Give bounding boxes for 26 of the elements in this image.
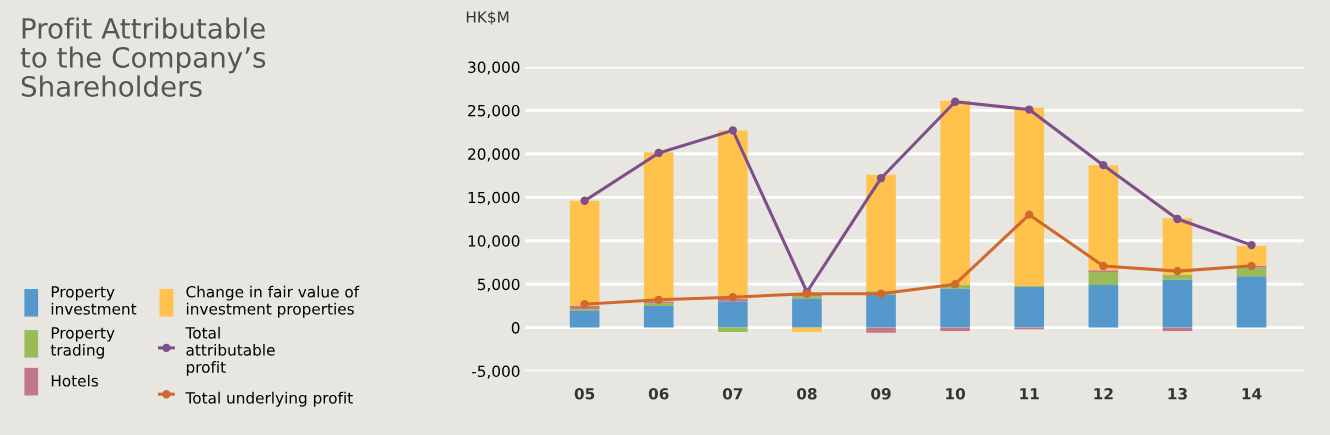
x-tick-label: 06 xyxy=(648,387,669,400)
y-tick-label: 20,000 xyxy=(468,148,520,162)
x-tick-label: 14 xyxy=(1242,388,1262,400)
x-tick-label: 05 xyxy=(574,387,595,400)
y-tick-label: -5,000 xyxy=(471,365,520,379)
legend-label: Total attributable profit xyxy=(185,326,275,376)
x-tick-label: 13 xyxy=(1168,387,1187,400)
x-tick-label: 10 xyxy=(946,387,966,400)
y-tick-label: 10,000 xyxy=(468,235,520,249)
y-tick-label: 5,000 xyxy=(477,278,520,292)
y-tick-label: 25,000 xyxy=(468,104,520,119)
x-tick-label: 11 xyxy=(1020,388,1039,400)
legend-label: Total underlying profit xyxy=(185,391,353,407)
text: Profit Attributable to the Company’s Shareholders xyxy=(20,17,266,97)
x-tick-label: 12 xyxy=(1094,387,1113,400)
y-axis-title: HK$M xyxy=(466,10,509,25)
y-tick-label: 0 xyxy=(511,322,520,334)
legend-label: Hotels xyxy=(51,374,99,387)
y-tick-label: 15,000 xyxy=(468,191,520,205)
legend-label: Property investment xyxy=(51,286,137,315)
legend-label: Change in fair value of investment properties xyxy=(186,285,360,318)
y-tick-label: 30,000 xyxy=(468,61,520,75)
x-tick-label: 09 xyxy=(871,387,891,400)
legend-label: Property trading xyxy=(50,327,115,359)
x-tick-label: 07 xyxy=(722,387,743,400)
x-tick-label: 08 xyxy=(797,387,817,400)
